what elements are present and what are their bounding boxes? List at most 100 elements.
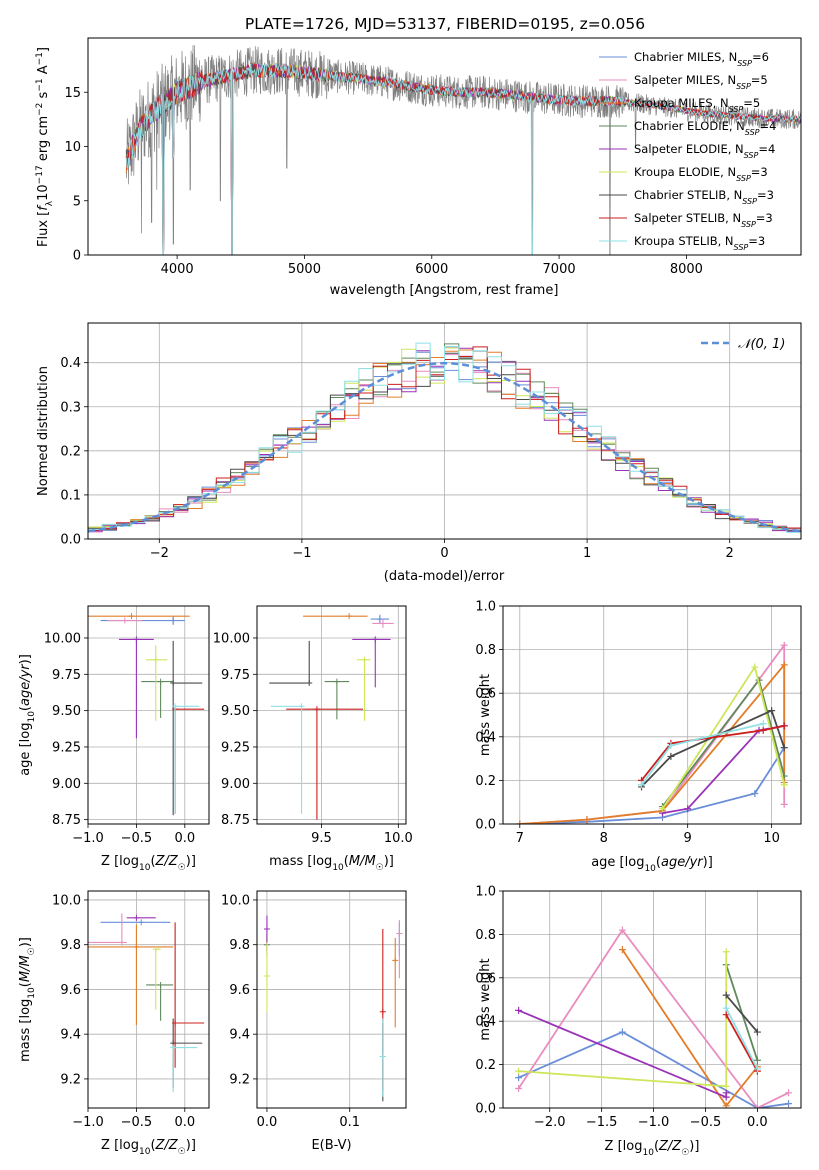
weight-point-marker [753, 1056, 761, 1064]
data-point-marker [152, 946, 159, 953]
weight-point-marker [780, 641, 788, 649]
weight-point-marker [759, 726, 767, 734]
data-point-marker [361, 656, 368, 663]
y-tick-label: 9.2 [60, 1072, 81, 1087]
x-axis-label: wavelength [Angstrom, rest frame] [330, 283, 559, 298]
legend-value: =3 [751, 165, 768, 179]
weight-point-marker [638, 781, 646, 789]
y-tick-label: 9.00 [221, 777, 250, 792]
label-part: 10 [644, 864, 656, 874]
weight-point-marker [785, 1100, 793, 1108]
label-part: ☉ [178, 1147, 186, 1157]
label-part: 10 [36, 184, 51, 201]
y-tick-label: 9.75 [52, 668, 81, 683]
label-part: 10 [642, 1148, 654, 1158]
legend-entry: Chabrier ELODIE, NSSP=4 [634, 119, 776, 137]
legend-entry: Kroupa STELIB, NSSP=3 [634, 234, 765, 252]
label-part: −17 [35, 165, 45, 184]
legend-subscript: SSP [742, 197, 757, 206]
x-tick-label: −1.0 [638, 1115, 670, 1130]
legend-text: Salpeter ELODIE, N [634, 142, 744, 156]
label-part: M/M [349, 854, 376, 869]
data-point-marker [333, 678, 340, 685]
model-spectrum-line [125, 63, 801, 255]
label-part: A [36, 65, 51, 78]
x-tick-label: 0.0 [174, 1115, 195, 1130]
label-part: λ [45, 200, 55, 206]
label-part: ( [150, 1138, 155, 1153]
data-point-marker [392, 957, 399, 964]
plot-area [263, 915, 403, 1102]
legend-entry: Salpeter STELIB, NSSP=3 [634, 211, 773, 229]
x-tick-label: −1 [292, 546, 311, 561]
x-tick-label: 8000 [670, 262, 703, 277]
y-tick-label: 0.2 [475, 1058, 496, 1073]
weight-series-line [725, 994, 759, 1033]
weight-vs-metallicity-panel: −2.0 −1.5 −1.0 −0.5 0.0 0.0 0.2 0.4 0.6 0.8 1.0 Z [… [475, 885, 802, 1158]
x-axis-label: mass [log10(M/M☉)] [269, 854, 394, 873]
legend-text: Kroupa ELODIE, N [634, 165, 736, 179]
label-part: 10 [332, 863, 344, 873]
y-tick-label: 10.0 [52, 893, 81, 908]
weight-point-marker [515, 1084, 523, 1092]
data-point-marker [128, 613, 135, 620]
data-point-marker [379, 1053, 386, 1060]
x-tick-label: 6000 [415, 262, 448, 277]
y-axis-label: age [log10(age/yr)] [18, 654, 37, 776]
legend-text: Chabrier MILES, N [634, 50, 737, 64]
x-tick-label: 7000 [543, 262, 576, 277]
y-axis-label: Flux [fλ10−17 erg cm−2 s−1 A−1] [35, 47, 55, 247]
weight-point-marker [780, 722, 788, 730]
y-tick-label: 9.50 [52, 704, 81, 719]
y-tick-label: 0.2 [475, 774, 496, 789]
weight-series-line [519, 642, 786, 824]
data-point-marker [263, 926, 270, 933]
weight-series-line [640, 725, 785, 781]
legend-subscript: SSP [734, 243, 749, 252]
legend-value: =5 [743, 96, 760, 110]
legend-value: =4 [758, 142, 775, 156]
weight-point-marker [516, 820, 524, 824]
label-part: −1 [35, 52, 45, 65]
label-part: mass [log [18, 999, 33, 1062]
x-tick-label: 9.5 [311, 831, 332, 846]
x-tick-label: 10 [763, 831, 780, 846]
weight-point-marker [658, 805, 666, 813]
y-tick-label: 9.2 [229, 1072, 250, 1087]
label-part: ☉ [27, 947, 37, 955]
data-point-marker [396, 930, 403, 937]
x-tick-label: −0.5 [690, 1115, 722, 1130]
y-tick-label: 0.1 [60, 488, 81, 503]
label-part: Z [log [101, 1138, 139, 1153]
x-tick-label: 7 [516, 831, 524, 846]
x-tick-label: −0.5 [121, 1115, 153, 1130]
y-tick-label: 0.4 [475, 1015, 496, 1030]
axes-frame [256, 890, 407, 1109]
weight-point-marker [785, 1089, 793, 1097]
data-point-marker [376, 616, 383, 623]
data-point-marker [379, 620, 386, 627]
y-tick-label: 10.00 [44, 631, 81, 646]
y-tick-label: 9.25 [221, 740, 250, 755]
data-point-marker [346, 613, 353, 620]
legend-entry: Chabrier MILES, NSSP=6 [634, 50, 769, 68]
label-part: )] [18, 654, 33, 664]
plot-area [516, 641, 788, 824]
x-axis-label: E(B-V) [311, 1138, 351, 1153]
y-tick-label: 9.6 [229, 983, 250, 998]
plot-area [88, 913, 205, 1093]
weight-point-marker [515, 1006, 523, 1014]
x-tick-label: 0.0 [747, 1115, 768, 1130]
data-point-marker [157, 678, 164, 685]
legend-entry: Salpeter MILES, NSSP=5 [634, 73, 768, 91]
weight-point-marker [780, 744, 788, 752]
model-spectrum-line [125, 62, 801, 255]
y-axis-label: mass weight [478, 674, 493, 756]
label-part: Z/Z [155, 854, 179, 869]
legend-text: Salpeter MILES, N [634, 73, 736, 87]
y-tick-label: 0.0 [60, 533, 81, 548]
legend-entry: Kroupa ELODIE, NSSP=3 [634, 165, 768, 183]
legend-subscript: SSP [729, 105, 744, 114]
data-point-marker [172, 1019, 179, 1026]
